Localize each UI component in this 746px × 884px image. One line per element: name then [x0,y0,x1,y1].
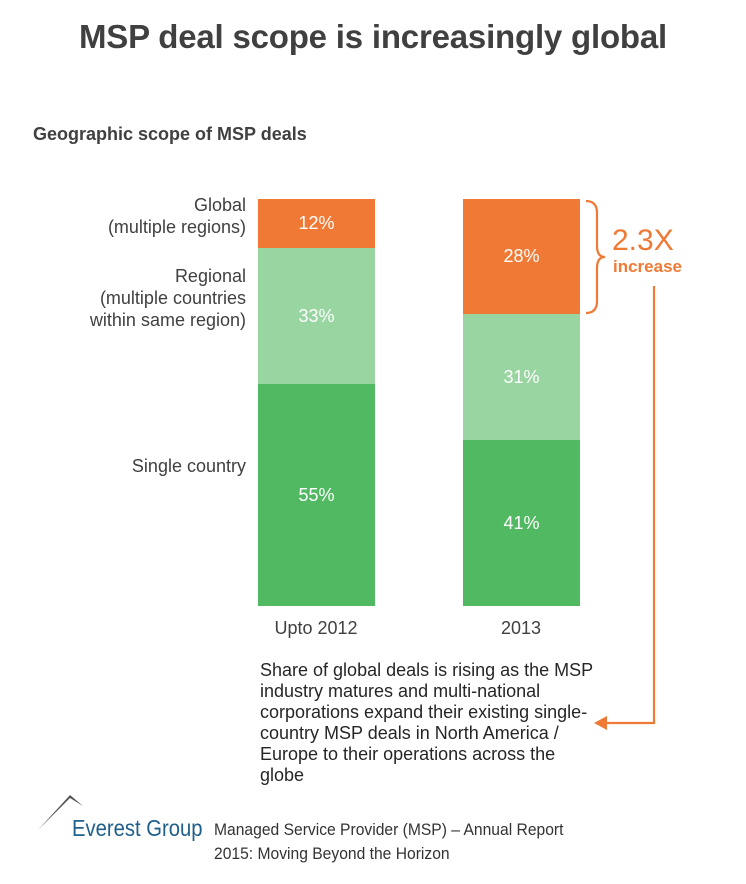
value-label: 41% [503,512,540,533]
bar-2013: 28% 31% 41% [463,199,580,606]
callout-text: Share of global deals is rising as the M… [260,660,593,785]
value-label: 28% [503,246,540,266]
arrow-line [604,286,656,725]
page-title: MSP deal scope is increasingly global [78,18,668,55]
value-label: 33% [298,305,335,326]
annotation-multiplier: 2.3X [612,224,674,257]
logo-text: Everest Group [72,815,203,841]
x-label-2013: 2013 [500,618,542,638]
legend-global: Global (multiple regions) [108,194,246,238]
legend-regional-line3: within same region) [89,310,246,330]
x-label-upto-2012: Upto 2012 [274,618,358,638]
chart-subtitle: Geographic scope of MSP deals [33,124,307,144]
value-label: 12% [298,213,335,233]
segment-single-country: 41% [463,440,580,606]
legend-regional-line2: (multiple countries [99,288,246,308]
legend-global-line1: Global [193,195,246,215]
bar-upto-2012: 12% 33% 55% [258,199,375,606]
segment-single-country: 55% [258,384,375,606]
segment-regional: 33% [258,248,375,384]
legend-global-line2: (multiple regions) [107,217,246,237]
legend-regional-line1: Regional [174,266,246,286]
arrow-head-icon [594,716,607,730]
annotation-word: increase [613,257,682,276]
brace-icon [585,199,606,315]
value-label: 55% [298,484,335,505]
segment-global: 28% [463,199,580,314]
value-label: 31% [503,366,540,387]
segment-regional: 31% [463,314,580,440]
segment-global: 12% [258,199,375,248]
source-citation: Managed Service Provider (MSP) – Annual … [214,818,563,866]
legend-regional: Regional (multiple countries within same… [90,265,246,331]
legend-single-country: Single country [131,456,246,476]
source-line2: 2015: Moving Beyond the Horizon [214,844,450,863]
source-line1: Managed Service Provider (MSP) – Annual … [214,820,564,839]
